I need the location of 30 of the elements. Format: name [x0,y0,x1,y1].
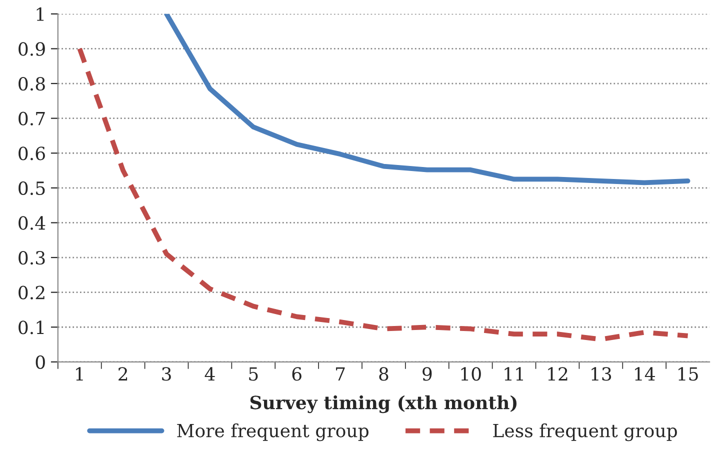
x-tick-label: 14 [635,367,655,380]
y-tick-label: 0.5 [18,181,45,196]
x-tick-label: 10 [461,367,481,381]
x-tick-label: 3 [162,367,171,381]
y-tick-label: 1 [36,7,44,21]
x-tick-label: 1 [76,367,83,380]
y-tick-label: 0.6 [18,146,45,160]
x-tick-label: 6 [292,367,302,381]
x-axis-title: Survey timing (xth month) [250,395,516,414]
x-tick-label: 9 [422,367,432,381]
x-tick-label: 7 [336,367,345,380]
y-tick-label: 0.4 [18,216,46,230]
y-tick-label: 0 [36,355,45,370]
y-tick-label: 0.3 [18,250,45,265]
y-tick-label: 0.7 [18,112,45,126]
y-tick-label: 0.9 [18,42,45,56]
x-tick-label: 8 [379,367,388,381]
x-tick-label: 2 [118,367,128,380]
legend-label: Less frequent group [493,423,677,442]
x-tick-label: 15 [678,367,698,381]
y-tick-label: 0.1 [18,320,44,334]
line-series [164,14,690,186]
x-tick-label: 12 [548,367,568,380]
y-tick-label: 0.2 [18,286,44,300]
x-tick-label: 5 [249,367,258,381]
x-tick-label: 13 [592,367,612,381]
legend-label: More frequent group [177,423,368,442]
x-tick-label: 11 [504,367,523,380]
y-tick-label: 0.8 [18,76,45,91]
x-tick-label: 4 [204,367,215,380]
